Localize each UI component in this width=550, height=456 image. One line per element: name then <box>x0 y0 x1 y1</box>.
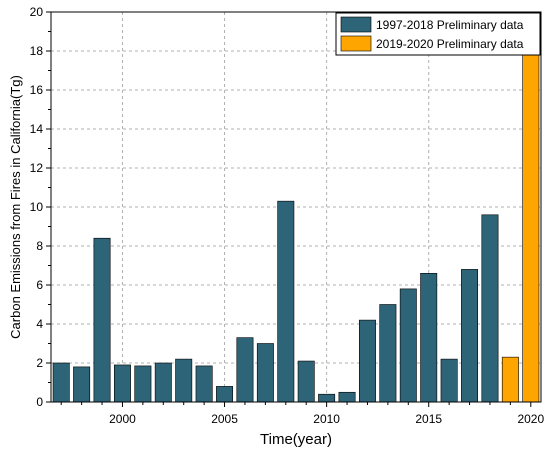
y-axis-title: Carbon Emissions from Fires in Californi… <box>8 75 23 339</box>
bar-2004 <box>195 365 213 403</box>
legend-label-historical: 1997-2018 Preliminary data <box>376 18 524 32</box>
bar-2016 <box>440 358 458 403</box>
legend-swatch-recent <box>340 35 372 52</box>
bar-2007 <box>256 343 274 403</box>
x-tick-label: 2000 <box>109 412 136 426</box>
x-tick-label: 2005 <box>211 412 238 426</box>
y-tick-label: 8 <box>36 239 43 253</box>
bar-2008 <box>277 200 295 403</box>
x-tick-label: 2010 <box>313 412 340 426</box>
bar-2015 <box>420 272 438 403</box>
bar-2002 <box>154 362 172 403</box>
bar-1999 <box>93 237 111 403</box>
y-tick-label: 6 <box>36 278 43 292</box>
y-tick-label: 16 <box>30 83 44 97</box>
bar-2018 <box>481 214 499 403</box>
bar-2013 <box>379 304 397 403</box>
y-tick-label: 12 <box>30 161 44 175</box>
x-axis-title: Time(year) <box>260 431 332 448</box>
bar-2010 <box>318 393 336 403</box>
y-tick-label: 2 <box>36 356 43 370</box>
bar-2003 <box>175 358 193 403</box>
y-tick-label: 0 <box>36 395 43 409</box>
bar-2000 <box>113 364 131 403</box>
bar-2011 <box>338 391 356 403</box>
bar-1997 <box>52 362 70 403</box>
y-tick-label: 14 <box>30 122 44 136</box>
bar-2005 <box>216 386 234 403</box>
bar-2019 <box>501 356 519 403</box>
legend-swatch-historical <box>340 16 372 33</box>
bar-2012 <box>358 319 376 403</box>
legend-label-recent: 2019-2020 Preliminary data <box>376 37 524 51</box>
axis-ticks: 0 2 4 6 8 10 12 14 16 18 20 2000 2005 2010 2015 2020 <box>30 5 545 426</box>
bar-2006 <box>236 337 254 403</box>
bar-2014 <box>399 288 417 403</box>
y-tick-label: 20 <box>30 5 44 19</box>
bar-2009 <box>297 360 315 403</box>
x-tick-label: 2015 <box>415 412 442 426</box>
bars <box>52 50 540 403</box>
bar-2001 <box>134 365 152 403</box>
bar-2020 <box>522 50 540 403</box>
x-tick-label: 2020 <box>517 412 544 426</box>
y-tick-label: 10 <box>30 200 44 214</box>
legend: 1997-2018 Preliminary data 2019-2020 Pre… <box>335 12 541 56</box>
y-tick-label: 18 <box>30 44 44 58</box>
bar-1998 <box>73 366 91 403</box>
y-tick-label: 4 <box>36 317 43 331</box>
bar-2017 <box>461 269 479 403</box>
